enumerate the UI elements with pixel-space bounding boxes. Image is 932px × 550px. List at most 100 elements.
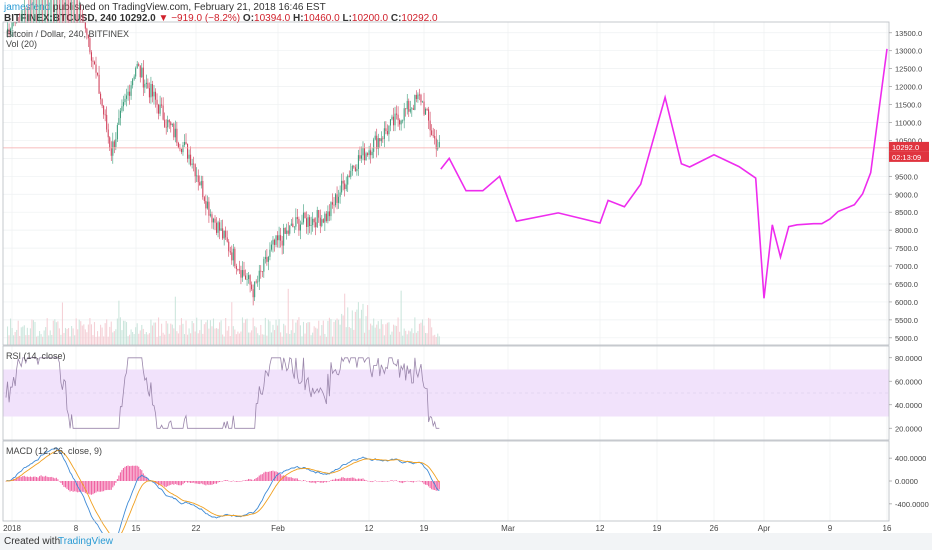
candle-body [286, 230, 288, 234]
volume-bar [432, 335, 434, 345]
volume-bar [64, 327, 67, 345]
histogram-bar [235, 481, 237, 482]
histogram-bar [359, 478, 361, 481]
candle-body [130, 85, 132, 96]
histogram-bar [334, 478, 337, 481]
volume-bar [392, 324, 395, 345]
candle-body [406, 100, 408, 110]
candle-body [139, 65, 141, 78]
histogram-bar [421, 481, 424, 483]
candle-body [350, 171, 352, 177]
candle-body [304, 212, 306, 219]
volume-bar [286, 333, 288, 345]
histogram-bar [324, 481, 326, 483]
created-with-text: Created with [4, 536, 61, 547]
histogram-bar [216, 481, 218, 484]
candle-body [144, 84, 146, 88]
price-axis-ticks[interactable]: 13500.0 13000.0 12500.0 12000.0 11500.0 11000… [889, 29, 922, 343]
candle-body [199, 182, 201, 186]
time-axis-ticks[interactable]: 2018 8 15 22 Feb 12 19 Mar 12 19 26 Apr 9 16 [3, 524, 892, 533]
candle-body [110, 148, 112, 156]
histogram-bar [403, 481, 405, 483]
volume-bar [304, 333, 306, 345]
footer: Created with TradingView [0, 533, 932, 550]
candle-body [158, 104, 160, 114]
volume-bar [95, 336, 97, 345]
volume-bar [115, 329, 117, 345]
histogram-bar [435, 481, 437, 491]
candle-body [225, 230, 227, 238]
histogram-bar [98, 481, 100, 492]
volume-bar [142, 328, 144, 345]
candle-body [145, 82, 147, 85]
macd-line [5, 447, 440, 533]
volume-bar [119, 317, 121, 345]
time-tick-label: Apr [758, 524, 771, 533]
volume-bar [116, 318, 118, 345]
histogram-bar [270, 470, 272, 481]
volume-bar [284, 325, 286, 345]
candle-body [226, 237, 228, 242]
candle-body [260, 270, 262, 272]
volume-bar [205, 322, 207, 345]
open-label: O: [242, 13, 255, 24]
histogram-bar [93, 481, 96, 494]
volume-bar [164, 334, 166, 345]
volume-bar [408, 330, 410, 345]
time-tick-label: 15 [132, 524, 141, 533]
candle-body [216, 222, 218, 233]
candle-body [280, 235, 282, 241]
volume-bar [331, 336, 334, 345]
histogram-bar [408, 481, 410, 482]
histogram-bar [386, 481, 388, 482]
volume-bar [170, 323, 172, 345]
volume-bar [412, 333, 414, 345]
volume-bar [133, 334, 135, 345]
chart-svg[interactable]: 13500.0 13000.0 12500.0 12000.0 11500.0 11000… [0, 0, 932, 533]
histogram-bar [382, 481, 384, 482]
volume-bar [312, 332, 314, 345]
histogram-bar [71, 481, 73, 491]
candle-body [95, 64, 97, 73]
candle-body [156, 99, 158, 105]
symbol-line: BITFINEX:BTCUSD, 240 10292.0 ▼ −919.0 (−… [4, 13, 928, 24]
volume-bar [241, 317, 244, 345]
volume-bar [171, 324, 173, 345]
volume-bar [103, 336, 105, 345]
volume-bar [214, 328, 216, 345]
histogram-bar [371, 481, 373, 483]
volume-bar [438, 336, 440, 345]
volume-bar [266, 335, 268, 345]
volume-bar [359, 318, 361, 345]
histogram-bar [32, 476, 34, 481]
histogram-bar [261, 474, 263, 481]
candle-body [293, 226, 295, 228]
histogram-bar [191, 481, 193, 483]
volume-bar [437, 333, 439, 345]
volume-bar [141, 324, 143, 345]
candle-body [193, 163, 195, 165]
volume-bar [81, 325, 83, 345]
histogram-bar [351, 477, 353, 481]
histogram-bar [333, 479, 335, 481]
volume-bar [135, 327, 137, 345]
volume-bar [104, 323, 106, 345]
histogram-bar [5, 481, 7, 482]
tradingview-logo[interactable]: TradingView [58, 536, 114, 547]
volume-bar [376, 324, 378, 345]
candle-body [315, 222, 317, 228]
volume-bar [97, 331, 99, 345]
histogram-bar [287, 477, 289, 481]
histogram-bar [144, 475, 146, 481]
volume-bar [31, 319, 33, 345]
volume-bar [71, 326, 73, 345]
volume-bar [92, 335, 94, 345]
candle-body [336, 194, 338, 203]
histogram-bar [16, 477, 18, 481]
histogram-bar [43, 476, 45, 481]
histogram-bar [434, 481, 436, 490]
volume-bar [338, 319, 340, 345]
histogram-bar [432, 481, 434, 490]
volume-bar [278, 319, 280, 345]
volume-bar [63, 332, 65, 345]
